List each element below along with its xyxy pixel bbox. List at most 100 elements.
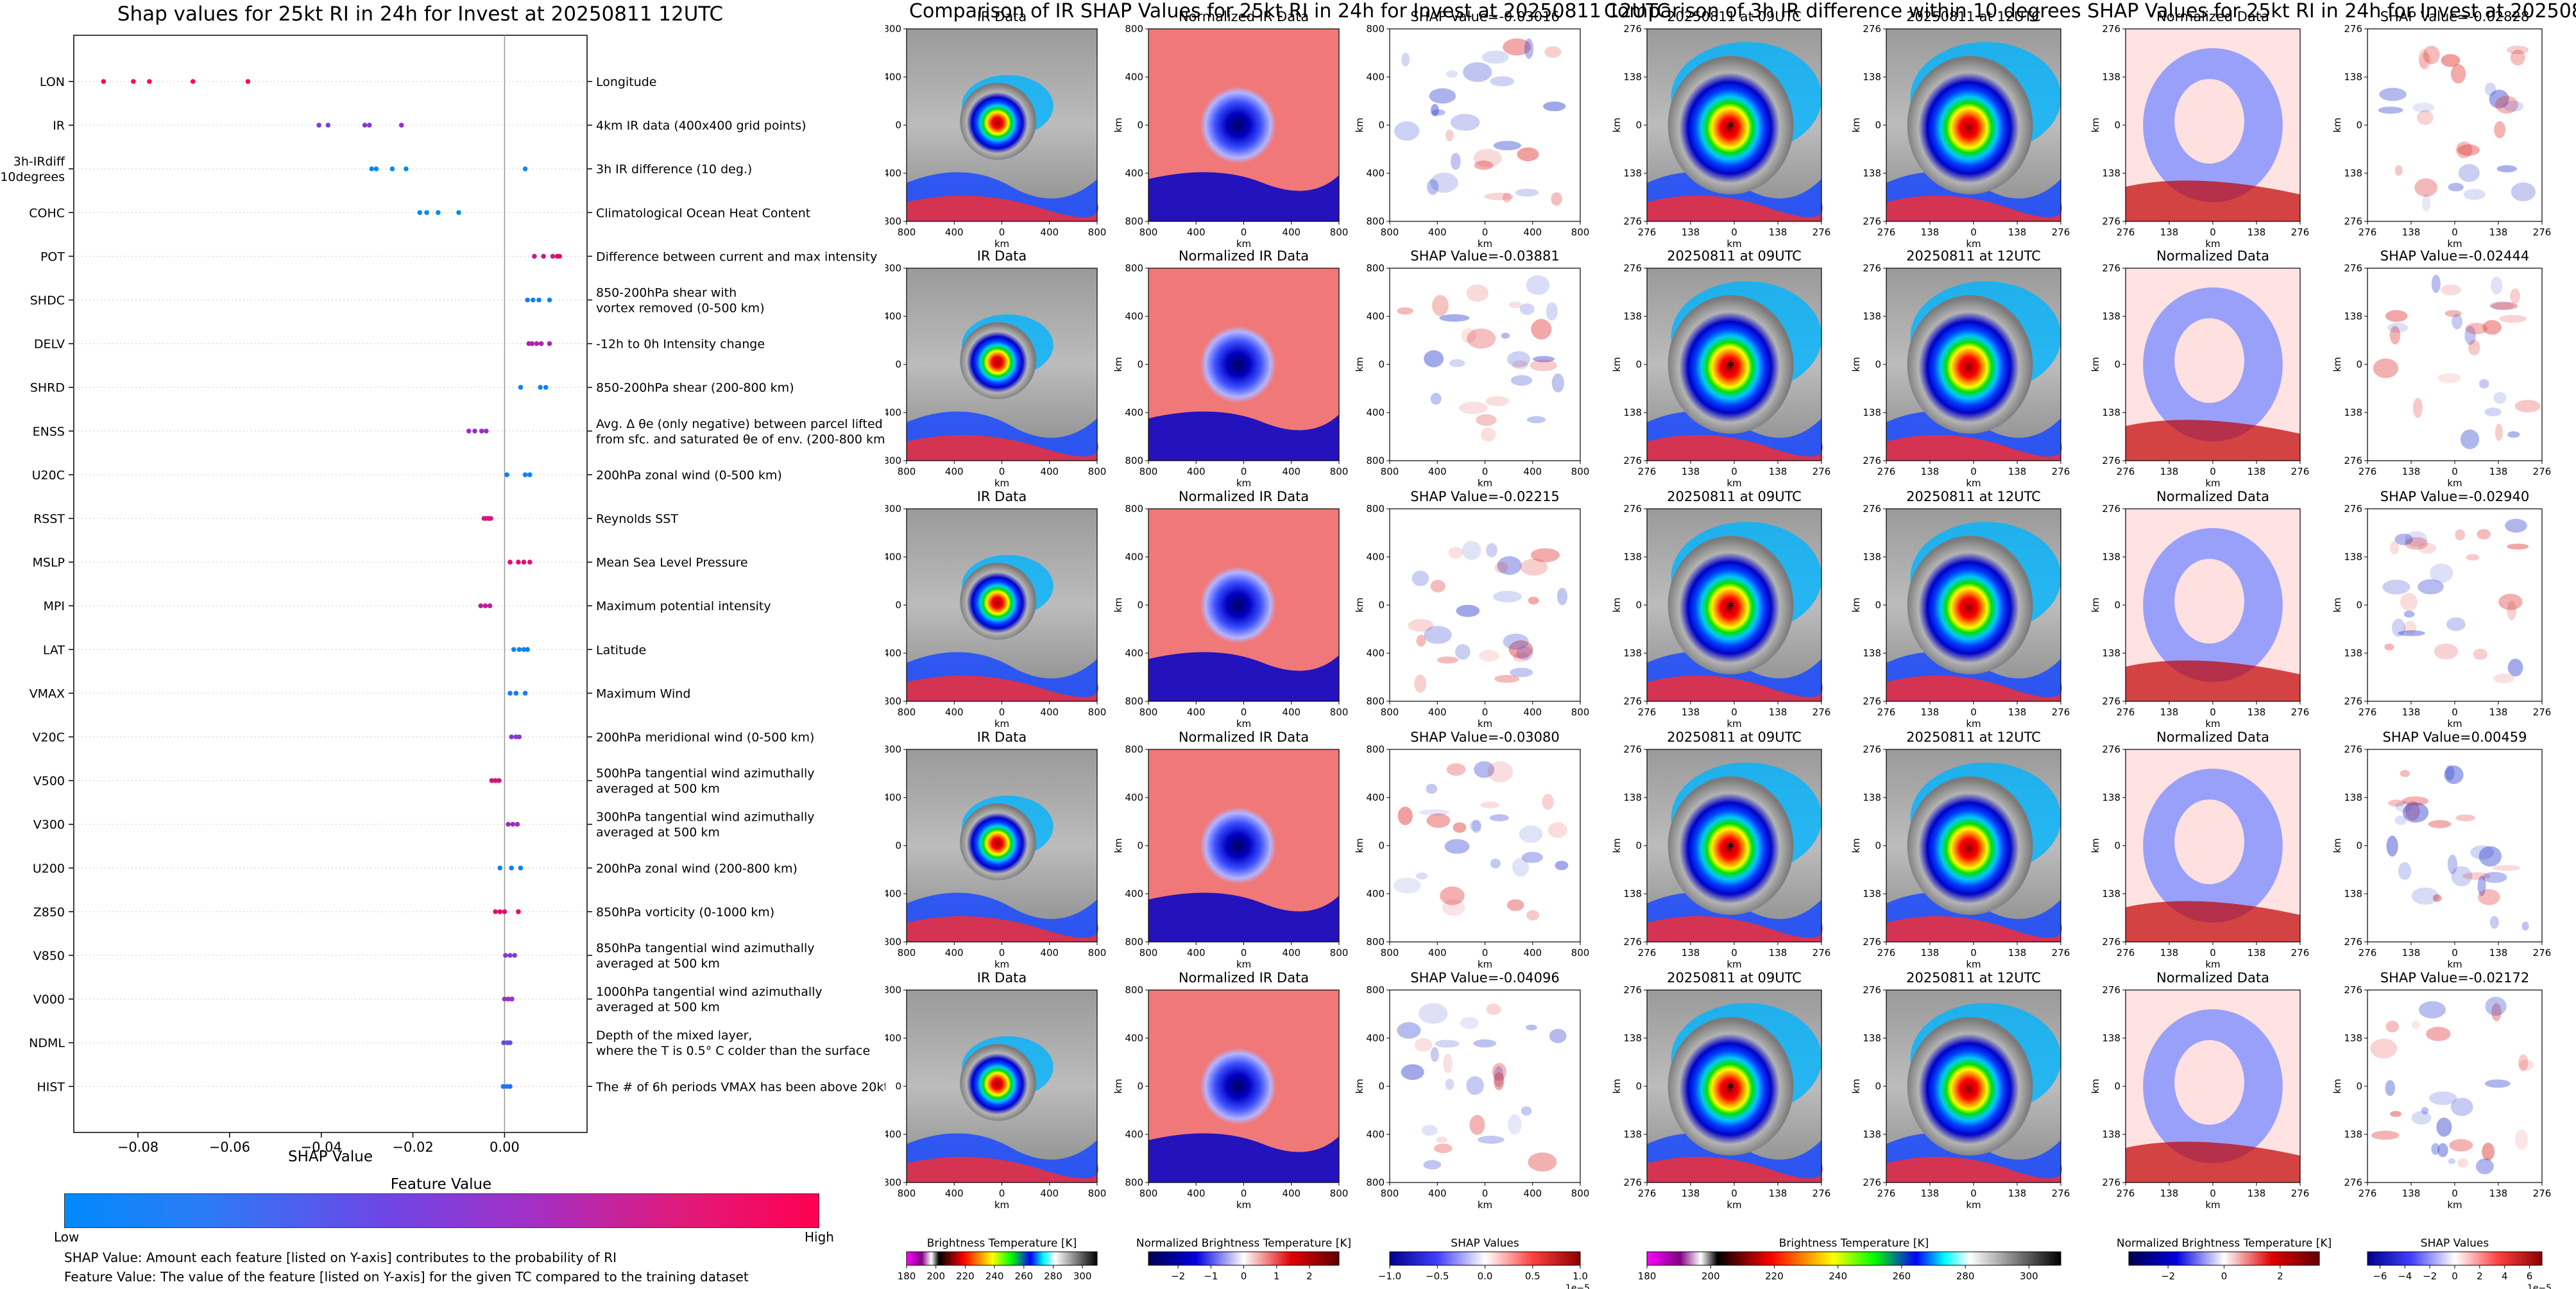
image-x-tick-label: 138	[1682, 226, 1700, 238]
image-x-tick-label: 276	[1638, 706, 1657, 718]
shap-blob	[1474, 160, 1494, 170]
shap-blob	[2491, 302, 2518, 310]
image-y-tick-label: 0	[1635, 599, 1642, 611]
image-y-tick-label: 276	[1623, 503, 1642, 515]
image-x-tick-label: 276	[1638, 1188, 1657, 1199]
shap-blob	[2499, 314, 2527, 323]
norm-cold-band	[1148, 892, 1339, 942]
shap-blob	[1490, 858, 1501, 869]
shap-blob	[2495, 423, 2503, 441]
shap-blob	[2507, 543, 2529, 550]
image-y-tick-label: 138	[1623, 71, 1642, 83]
image-y-tick-label: 0	[895, 359, 901, 370]
image-ylabel: km	[1850, 838, 1862, 853]
image-x-tick-label: 0	[2452, 1188, 2458, 1199]
shap-blob	[2405, 531, 2428, 547]
image-y-tick-label: 400	[885, 167, 901, 179]
image-xlabel: km	[1727, 1199, 1741, 1211]
shap-value-title: SHAP Value=-0.03080	[1410, 730, 1560, 745]
image-xlabel: km	[1727, 477, 1741, 489]
shap-point	[525, 647, 530, 653]
image-xlabel: km	[1966, 238, 1981, 250]
image-x-tick-label: 400	[945, 466, 964, 477]
image-x-tick-label: 0	[1482, 947, 1488, 959]
image-y-tick-label: 800	[885, 455, 901, 466]
image-y-tick-label: 400	[1125, 167, 1143, 179]
image-x-tick-label: 138	[1921, 1188, 1940, 1199]
image-x-tick-label: 800	[1381, 706, 1399, 718]
shap-blob	[1549, 1029, 1567, 1043]
image-y-tick-label: 800	[1125, 262, 1143, 274]
norm-colorbar-tick-label: −1	[1204, 1270, 1218, 1282]
image-y-tick-label: 276	[1863, 455, 1881, 466]
shap-point	[389, 166, 395, 172]
image-y-tick-label: 138	[2102, 647, 2120, 659]
image-y-tick-label: 400	[1125, 1032, 1143, 1044]
shap-blob	[1532, 355, 1555, 363]
image-y-tick-label: 276	[2344, 696, 2362, 707]
image-y-tick-label: 800	[885, 984, 901, 996]
shap-blob	[1444, 839, 1470, 854]
image-x-tick-label: 276	[2117, 226, 2135, 238]
image-x-tick-label: 800	[898, 466, 916, 477]
shap-blob	[2405, 801, 2420, 821]
shap-blob	[2385, 1020, 2399, 1033]
image-y-tick-label: 800	[885, 696, 901, 707]
image-x-tick-label: 138	[2160, 947, 2179, 959]
shap-blob	[1460, 1017, 1479, 1029]
shap-blob	[2451, 866, 2473, 887]
image-y-tick-label: 800	[1366, 216, 1385, 227]
image-x-tick-label: 0	[1970, 1188, 1977, 1199]
col-title-09utc: 20250811 at 09UTC	[1667, 730, 1802, 745]
image-x-tick-label: 276	[2358, 1188, 2377, 1199]
shap-blob	[2465, 323, 2488, 335]
image-y-tick-label: 138	[2344, 551, 2362, 563]
shap-blob	[2498, 593, 2523, 610]
shap-blob	[2506, 46, 2529, 55]
image-x-tick-label: 138	[1921, 226, 1940, 238]
shap-blob	[2496, 165, 2518, 173]
image-x-tick-label: 138	[2402, 706, 2421, 718]
feature-desc-label: 850hPa tangential wind azimuthally	[596, 941, 815, 955]
norm-cold-band	[1148, 1133, 1339, 1182]
storm-center-marker: ✶	[1726, 1080, 1736, 1093]
shap-blob	[2404, 537, 2428, 550]
shap-point	[508, 559, 513, 565]
ir-storm-core	[960, 563, 1036, 640]
shap-blob	[1433, 1143, 1453, 1154]
norm-storm-core	[1200, 87, 1276, 164]
shap-point	[518, 384, 524, 390]
shap-blob	[1508, 640, 1533, 659]
shap-blob	[2429, 563, 2453, 583]
image-xlabel: km	[1236, 718, 1251, 730]
image-x-tick-label: 276	[2533, 466, 2552, 477]
shap-blob	[1414, 1037, 1433, 1052]
storm-center-marker: ✶	[1726, 599, 1736, 612]
shap-blob	[1397, 307, 1413, 315]
image-y-tick-label: 276	[2102, 984, 2120, 996]
shap-blob	[2519, 1059, 2534, 1071]
image-x-tick-label: 800	[1139, 947, 1158, 959]
image-x-tick-label: 800	[1139, 706, 1158, 718]
norm-hot-band	[2126, 180, 2300, 221]
shap-blob	[1502, 192, 1512, 203]
feature-name-label: V500	[33, 774, 65, 789]
image-y-tick-label: 800	[1366, 936, 1385, 948]
shap-blob	[1503, 38, 1531, 56]
footnote-shap-value: SHAP Value: Amount each feature [listed …	[64, 1250, 617, 1265]
shap-blob	[2437, 1143, 2448, 1157]
image-y-tick-label: 0	[895, 1080, 901, 1092]
shap-point	[538, 384, 543, 390]
shap-point	[550, 253, 556, 259]
shap-point	[522, 690, 528, 696]
shap-blob	[1516, 645, 1533, 661]
shap-blob	[2449, 1139, 2473, 1152]
shap-blob	[2503, 100, 2524, 112]
image-x-tick-label: 138	[1769, 226, 1787, 238]
image-y-tick-label: 276	[2102, 1177, 2120, 1188]
shap-blob	[2494, 121, 2506, 139]
shap-blob	[1408, 619, 1434, 632]
shap-blob	[2510, 49, 2525, 66]
image-y-tick-label: 0	[2356, 359, 2362, 370]
feature-desc-label: vortex removed (0-500 km)	[596, 302, 765, 316]
